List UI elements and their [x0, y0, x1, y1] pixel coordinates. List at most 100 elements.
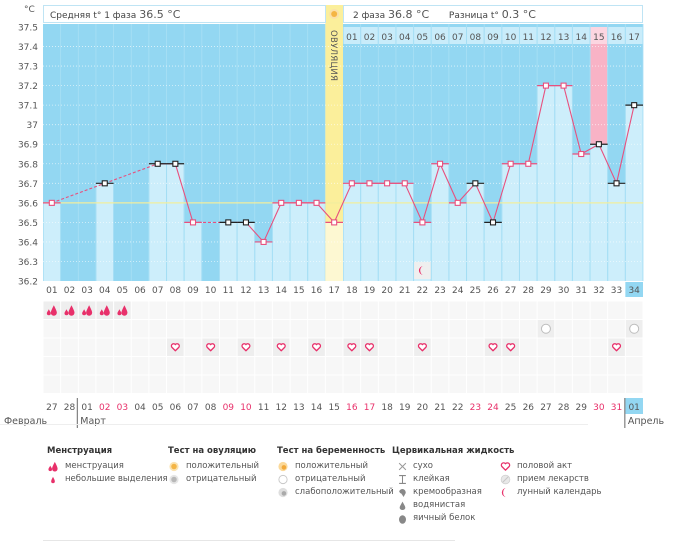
event-cell[interactable]	[272, 357, 290, 375]
event-cell[interactable]	[308, 357, 325, 375]
event-cell[interactable]	[555, 357, 572, 375]
event-cell[interactable]	[61, 357, 78, 375]
event-cell[interactable]	[431, 357, 449, 375]
event-cell[interactable]	[396, 301, 414, 320]
event-cell[interactable]	[519, 338, 537, 357]
event-cell[interactable]	[537, 301, 555, 320]
event-cell[interactable]	[202, 357, 219, 375]
event-cell[interactable]	[555, 375, 572, 394]
calendar-date[interactable]: 09	[223, 403, 235, 413]
event-cell[interactable]	[96, 301, 114, 320]
event-cell[interactable]	[414, 320, 431, 338]
calendar-date[interactable]: 01	[628, 403, 639, 413]
event-cell[interactable]	[272, 320, 290, 338]
event-cell[interactable]	[43, 375, 61, 394]
event-cell[interactable]	[149, 320, 167, 338]
event-cell[interactable]	[502, 357, 519, 375]
calendar-date[interactable]: 03	[117, 403, 128, 413]
event-cell[interactable]	[167, 320, 184, 338]
event-cell[interactable]	[361, 320, 378, 338]
event-cell[interactable]	[396, 357, 414, 375]
event-cell[interactable]	[378, 375, 396, 394]
event-cell[interactable]	[484, 357, 502, 375]
event-cell[interactable]	[572, 357, 590, 375]
event-cell[interactable]	[361, 375, 378, 394]
event-cell[interactable]	[184, 338, 202, 357]
event-cell[interactable]	[519, 301, 537, 320]
event-cell[interactable]	[255, 338, 272, 357]
event-cell[interactable]	[608, 357, 625, 375]
event-cell[interactable]	[537, 320, 555, 338]
event-cell[interactable]	[202, 338, 219, 357]
event-cell[interactable]	[325, 338, 343, 357]
event-cell[interactable]	[431, 338, 449, 357]
event-cell[interactable]	[537, 357, 555, 375]
temperature-point[interactable]	[525, 160, 532, 167]
temperature-point[interactable]	[278, 199, 285, 206]
event-cell[interactable]	[431, 320, 449, 338]
event-cell[interactable]	[361, 301, 378, 320]
temperature-point[interactable]	[472, 180, 479, 187]
event-cell[interactable]	[484, 375, 502, 394]
event-cell[interactable]	[396, 338, 414, 357]
calendar-date[interactable]: 14	[311, 403, 323, 413]
event-cell[interactable]	[519, 320, 537, 338]
event-cell[interactable]	[131, 357, 149, 375]
temperature-point[interactable]	[578, 150, 585, 158]
calendar-date[interactable]: 04	[134, 403, 146, 413]
event-cell[interactable]	[449, 357, 467, 375]
event-cell[interactable]	[78, 338, 96, 357]
event-cell[interactable]	[625, 301, 643, 320]
event-cell[interactable]	[96, 320, 114, 338]
event-cell[interactable]	[325, 357, 343, 375]
event-cell[interactable]	[502, 320, 519, 338]
event-cell[interactable]	[43, 357, 61, 375]
event-cell[interactable]	[625, 320, 643, 338]
event-cell[interactable]	[237, 320, 255, 338]
calendar-date[interactable]: 23	[470, 403, 481, 413]
calendar-date[interactable]: 29	[576, 403, 588, 413]
event-cell[interactable]	[519, 375, 537, 394]
event-cell[interactable]	[131, 338, 149, 357]
event-cell[interactable]	[449, 375, 467, 394]
event-cell[interactable]	[308, 375, 325, 394]
event-cell[interactable]	[608, 301, 625, 320]
event-cell[interactable]	[114, 338, 131, 357]
calendar-date[interactable]: 24	[487, 403, 499, 413]
event-cell[interactable]	[625, 338, 643, 357]
calendar-date[interactable]: 18	[381, 403, 393, 413]
event-cell[interactable]	[114, 375, 131, 394]
event-cell[interactable]	[167, 375, 184, 394]
event-cell[interactable]	[237, 338, 255, 357]
event-cell[interactable]	[484, 301, 502, 320]
event-cell[interactable]	[343, 338, 361, 357]
temperature-point[interactable]	[507, 160, 514, 167]
calendar-date[interactable]: 25	[505, 403, 516, 413]
event-cell[interactable]	[325, 301, 343, 320]
event-cell[interactable]	[255, 301, 272, 320]
event-cell[interactable]	[625, 357, 643, 375]
temperature-point[interactable]	[331, 219, 338, 226]
event-cell[interactable]	[96, 375, 114, 394]
calendar-date[interactable]: 11	[258, 403, 269, 413]
event-cell[interactable]	[96, 338, 114, 357]
event-cell[interactable]	[96, 357, 114, 375]
event-cell[interactable]	[608, 338, 625, 357]
event-cell[interactable]	[625, 375, 643, 394]
event-cell[interactable]	[61, 375, 78, 394]
event-cell[interactable]	[555, 320, 572, 338]
event-cell[interactable]	[290, 338, 308, 357]
event-cell[interactable]	[502, 338, 519, 357]
event-cell[interactable]	[361, 338, 378, 357]
calendar-date[interactable]: 28	[558, 403, 570, 413]
event-cell[interactable]	[572, 320, 590, 338]
calendar-date[interactable]: 16	[346, 403, 358, 413]
event-cell[interactable]	[290, 320, 308, 338]
event-cell[interactable]	[431, 375, 449, 394]
event-cell[interactable]	[343, 375, 361, 394]
event-cell[interactable]	[449, 301, 467, 320]
event-cell[interactable]	[590, 357, 608, 375]
calendar-date[interactable]: 13	[293, 403, 304, 413]
event-cell[interactable]	[237, 301, 255, 320]
event-cell[interactable]	[308, 320, 325, 338]
